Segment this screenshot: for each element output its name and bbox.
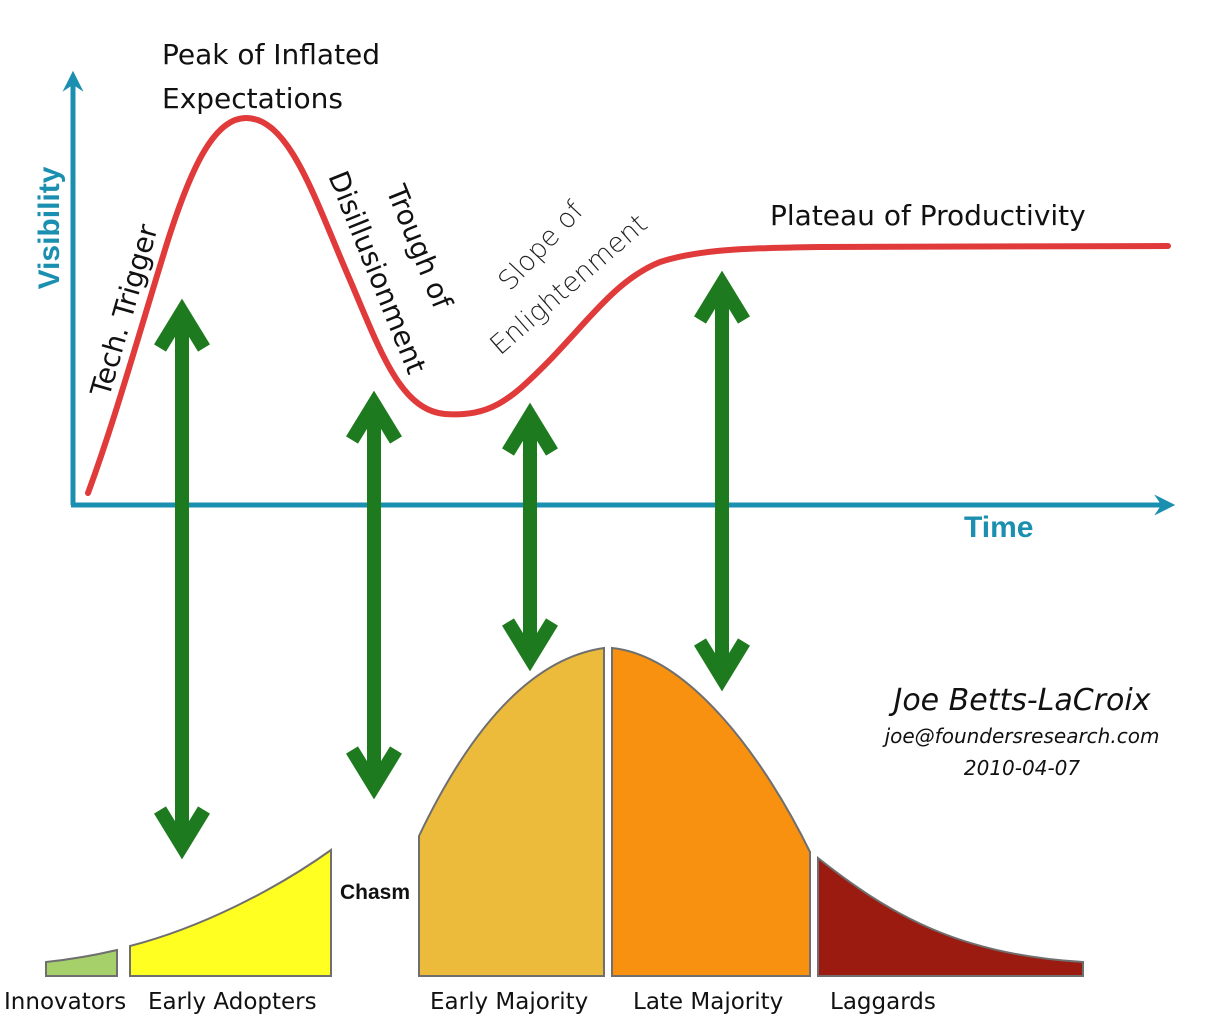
hype-cycle-curve <box>85 115 1171 496</box>
segment-innovators-fill <box>45 948 118 977</box>
author-name: Joe Betts-LaCroix <box>888 683 1150 718</box>
segment-labels: Innovators Early Adopters Early Majority… <box>4 989 936 1015</box>
segment-late-majority-fill <box>611 646 811 977</box>
segment-early-adopters-fill <box>129 848 332 977</box>
y-axis-label: Visibility <box>33 166 66 289</box>
segment-early-majority-fill <box>418 646 605 977</box>
author-credit: Joe Betts-LaCroix joe@foundersresearch.c… <box>882 683 1160 780</box>
author-email: joe@foundersresearch.com <box>882 724 1160 748</box>
arrow-late-majority-plateau <box>694 270 750 692</box>
mapping-arrows <box>154 270 750 860</box>
segment-laggards-fill <box>817 855 1084 977</box>
arrow-majority-slope <box>502 402 558 672</box>
arrow-chasm-trough <box>346 390 402 800</box>
segment-label-innovators: Innovators <box>4 989 126 1015</box>
label-peak-line-2: Expectations <box>162 82 343 115</box>
segment-label-early-adopters: Early Adopters <box>148 989 317 1015</box>
adoption-curve <box>45 646 1084 977</box>
axes: Visibility Time <box>33 70 1176 544</box>
phase-labels: Tech. Trigger Peak of Inflated Expectati… <box>84 38 1086 401</box>
label-peak-line-1: Peak of Inflated <box>162 38 380 71</box>
segment-label-laggards: Laggards <box>830 989 936 1015</box>
x-axis-label: Time <box>964 511 1033 544</box>
label-plateau: Plateau of Productivity <box>770 199 1086 232</box>
arrow-innovators-trigger <box>154 298 210 860</box>
chasm-label: Chasm <box>340 881 410 904</box>
segment-label-late-majority: Late Majority <box>633 989 783 1015</box>
segment-label-early-majority: Early Majority <box>430 989 588 1015</box>
author-date: 2010-04-07 <box>964 756 1081 780</box>
